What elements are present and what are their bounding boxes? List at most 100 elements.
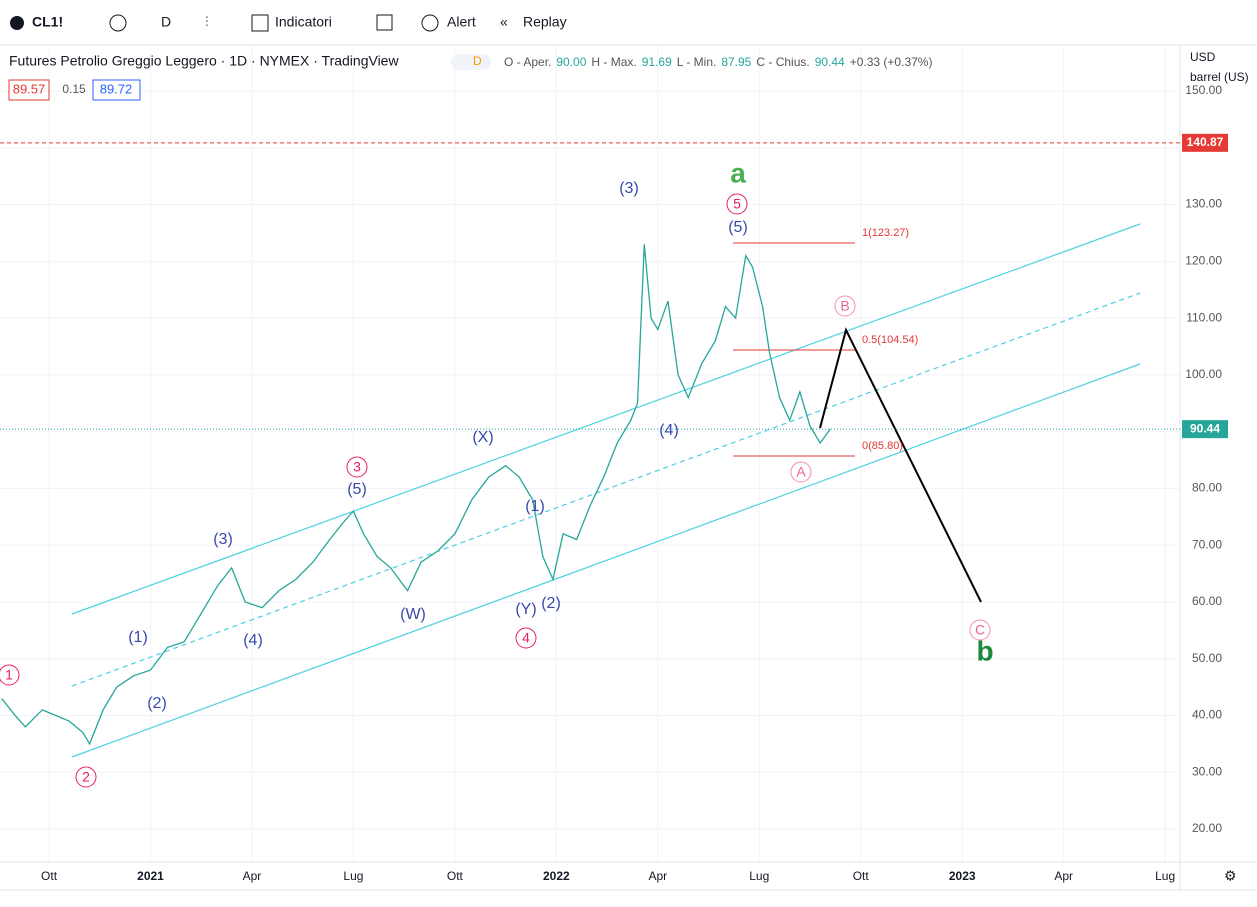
replay-icon: « [500, 14, 508, 30]
replay[interactable]: Replay [523, 14, 567, 30]
wave-label: (Y) [515, 601, 536, 618]
wave-label: A [796, 464, 806, 480]
wave-label: (3) [213, 531, 233, 548]
price-tag [1182, 420, 1228, 439]
y-tick-label: 20.00 [1192, 821, 1222, 835]
wave-label: (1) [525, 498, 545, 515]
y-tick-label: 120.00 [1185, 253, 1222, 267]
ohlc: H - Max. [591, 55, 636, 69]
indicators[interactable]: Indicatori [275, 14, 332, 30]
ask: 89.72 [100, 81, 133, 96]
wave-label: b [976, 635, 993, 666]
y-tick-label: 70.00 [1192, 537, 1222, 551]
fib-label: 0(85.80) [862, 440, 903, 452]
toolbar [0, 0, 1257, 45]
y-tick-label: 130.00 [1185, 197, 1222, 211]
wave-label: B [840, 298, 849, 314]
wave-circle [346, 456, 368, 478]
y-tick-label: 40.00 [1192, 708, 1222, 722]
ohlc: O - Aper. [504, 55, 551, 69]
wave-label: 2 [82, 769, 90, 785]
x-tick-label: 2023 [949, 869, 976, 883]
y-tick-label: 30.00 [1192, 764, 1222, 778]
wave-circle [969, 619, 991, 641]
wave-label: (3) [619, 180, 639, 197]
wave-label: (X) [472, 429, 493, 446]
ohlc: C - Chius. [756, 55, 809, 69]
symbol-icon [10, 16, 24, 30]
legend-title: Futures Petrolio Greggio Leggero · 1D · … [9, 53, 399, 69]
badge: D [473, 54, 482, 68]
channel-mid [71, 292, 1141, 687]
settings-icon[interactable]: ⚙ [1224, 868, 1237, 884]
y-tick-label: 100.00 [1185, 367, 1222, 381]
wave-label: 1 [5, 667, 13, 683]
wave-label: (1) [128, 629, 148, 646]
ohlc: L - Min. [677, 55, 717, 69]
x-tick-label: Ott [853, 869, 870, 883]
wave-label: (W) [400, 606, 426, 623]
spread: 0.15 [62, 82, 86, 96]
x-tick-label: Ott [41, 869, 58, 883]
price-line [1, 244, 831, 746]
wave-label: 3 [353, 459, 361, 475]
wave-label: (4) [659, 422, 679, 439]
currency[interactable]: USD [1190, 50, 1216, 64]
unit[interactable]: barrel (US) [1190, 70, 1249, 84]
y-tick-label: 60.00 [1192, 594, 1222, 608]
x-tick-label: Lug [1155, 869, 1175, 883]
channel-bottom [71, 363, 1141, 758]
fib-label: 1(123.27) [862, 227, 909, 239]
ohlc: 91.69 [642, 55, 672, 69]
y-tick-label: 110.00 [1186, 310, 1222, 324]
x-tick-label: Lug [343, 869, 363, 883]
x-tick-label: Apr [243, 869, 262, 883]
x-tick-label: Apr [648, 869, 667, 883]
wave-label: (5) [728, 219, 748, 236]
interval[interactable]: D [161, 14, 171, 30]
x-tick-label: Apr [1054, 869, 1073, 883]
channel-top [71, 223, 1141, 615]
wave-circle [834, 295, 856, 317]
wave-circle [0, 664, 20, 686]
ohlc: +0.33 (+0.37%) [850, 55, 933, 69]
indicators-icon [251, 14, 269, 32]
ohlc: 90.44 [815, 55, 845, 69]
wave-label: a [730, 157, 746, 188]
symbol[interactable]: CL1! [32, 14, 63, 30]
y-tick-label: 50.00 [1192, 651, 1222, 665]
wave-label: 4 [522, 630, 530, 646]
add-icon[interactable] [109, 14, 127, 32]
y-tick-label: 80.00 [1192, 481, 1222, 495]
x-tick-label: 2021 [137, 869, 164, 883]
wave-label: (4) [243, 632, 263, 649]
ohlc: 90.00 [556, 55, 586, 69]
ohlc: 87.95 [721, 55, 751, 69]
chart-type-icon[interactable]: ⫶ [205, 14, 209, 30]
badge-bg [451, 54, 491, 70]
alert[interactable]: Alert [447, 14, 476, 30]
price-tag [1182, 133, 1228, 152]
wave-circle [726, 193, 748, 215]
y-tick-label: 150.00 [1185, 83, 1222, 97]
bid: 89.57 [13, 81, 46, 96]
x-tick-label: Lug [749, 869, 769, 883]
wave-circle [75, 766, 97, 788]
channel [71, 223, 1141, 758]
wave-circle [790, 461, 812, 483]
x-tick-label: Ott [447, 869, 464, 883]
ask-box [92, 79, 141, 101]
projection [819, 327, 982, 603]
wave-label: (2) [147, 695, 167, 712]
wave-circle [515, 627, 537, 649]
fib [733, 242, 855, 457]
wave-label: (5) [347, 481, 367, 498]
wave-label: C [975, 622, 985, 638]
layout-icon[interactable] [376, 14, 393, 31]
alert-icon [421, 14, 439, 32]
x-tick-label: 2022 [543, 869, 570, 883]
wave-label: 5 [733, 196, 741, 212]
price-tag-label: 90.44 [1190, 421, 1220, 435]
